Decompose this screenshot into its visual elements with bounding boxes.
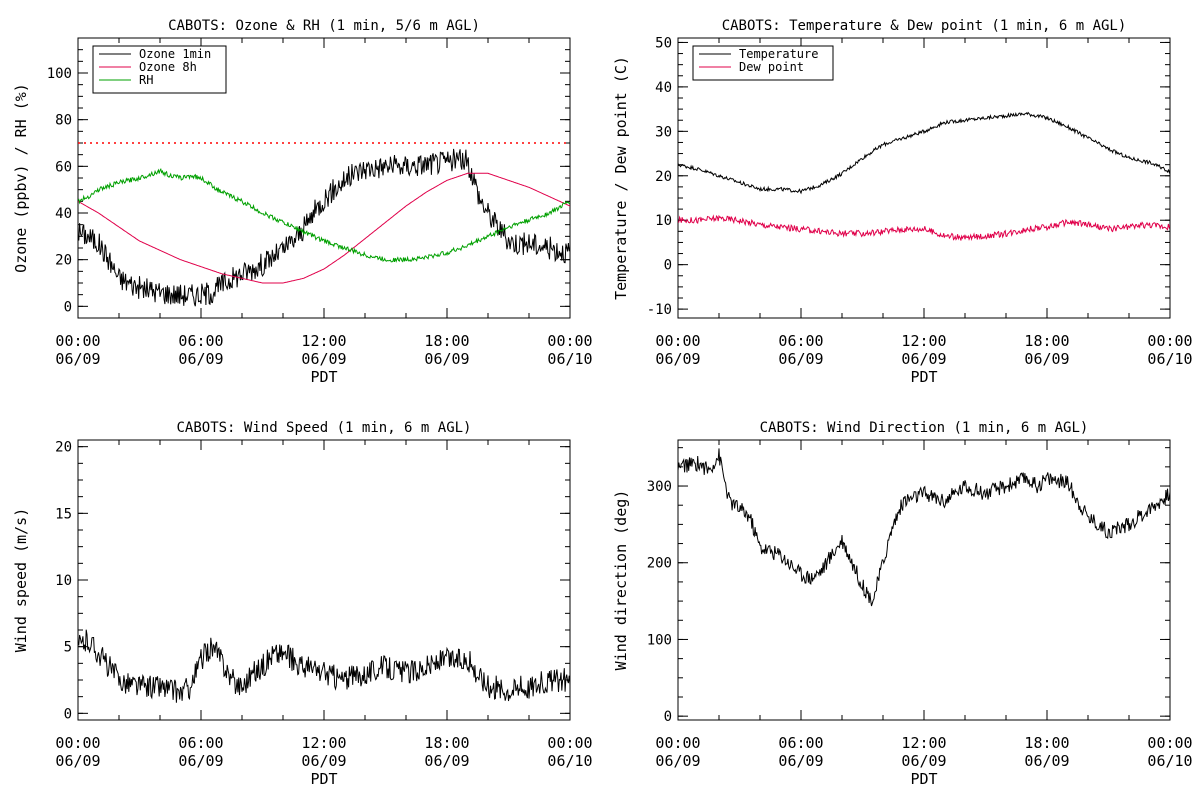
x-tick-label-time: 00:00: [1147, 734, 1192, 752]
x-tick-label-time: 06:00: [178, 332, 223, 350]
x-tick-label-date: 06/09: [901, 350, 946, 368]
x-tick-label-time: 12:00: [901, 332, 946, 350]
x-tick-label-time: 06:00: [778, 332, 823, 350]
y-tick-label: 20: [655, 169, 672, 185]
x-tick-label-time: 12:00: [301, 734, 346, 752]
x-tick-label-time: 06:00: [778, 734, 823, 752]
chart-panel-2: CABOTS: Temperature & Dew point (1 min, …: [612, 18, 1193, 386]
y-tick-label: 0: [664, 258, 672, 274]
y-axis-label: Wind direction (deg): [612, 490, 630, 671]
x-axis-label: PDT: [910, 368, 937, 386]
x-tick-label-date: 06/09: [178, 752, 223, 770]
y-tick-label: 10: [655, 213, 672, 229]
chart-title: CABOTS: Ozone & RH (1 min, 5/6 m AGL): [168, 18, 480, 34]
y-axis-label: Ozone (ppbv) / RH (%): [12, 83, 30, 273]
x-axis-label: PDT: [310, 770, 337, 788]
series-line-temperature: [678, 111, 1170, 195]
x-tick-label-date: 06/09: [1024, 350, 1069, 368]
series-line-rh: [78, 168, 570, 263]
plot-frame: [677, 439, 1171, 721]
chart-title: CABOTS: Temperature & Dew point (1 min, …: [722, 18, 1127, 34]
chart-title: CABOTS: Wind Direction (1 min, 6 m AGL): [760, 420, 1089, 436]
x-tick-label-time: 00:00: [55, 332, 100, 350]
chart-title: CABOTS: Wind Speed (1 min, 6 m AGL): [176, 420, 471, 436]
x-tick-label-date: 06/09: [655, 752, 700, 770]
x-tick-label-time: 00:00: [655, 332, 700, 350]
x-tick-label-time: 06:00: [178, 734, 223, 752]
y-tick-label: 20: [55, 440, 72, 456]
y-tick-label: -10: [647, 302, 672, 318]
legend-entry: RH: [139, 73, 153, 87]
x-tick-label-date: 06/09: [55, 350, 100, 368]
y-tick-label: 300: [647, 479, 672, 495]
x-tick-label-date: 06/09: [1024, 752, 1069, 770]
legend-entry: Temperature: [739, 47, 818, 61]
x-tick-label-time: 12:00: [301, 332, 346, 350]
y-tick-label: 50: [655, 35, 672, 51]
y-tick-label: 5: [64, 640, 72, 656]
y-axis-label: Wind speed (m/s): [12, 508, 30, 653]
y-tick-label: 0: [664, 709, 672, 725]
x-axis-label: PDT: [910, 770, 937, 788]
y-tick-label: 15: [55, 506, 72, 522]
x-tick-label-date: 06/10: [547, 752, 592, 770]
legend-entry: Ozone 1min: [139, 47, 211, 61]
x-tick-label-time: 00:00: [55, 734, 100, 752]
x-tick-label-time: 00:00: [547, 734, 592, 752]
x-tick-label-date: 06/10: [547, 350, 592, 368]
x-tick-label-date: 06/09: [178, 350, 223, 368]
series-line-data: [678, 448, 1170, 607]
x-tick-label-time: 18:00: [1024, 332, 1069, 350]
series-line-dew-point: [678, 214, 1170, 242]
y-axis-label: Temperature / Dew point (C): [612, 56, 630, 300]
y-tick-label: 80: [55, 113, 72, 129]
y-tick-label: 20: [55, 253, 72, 269]
chart-panel-4: CABOTS: Wind Direction (1 min, 6 m AGL) 0…: [612, 420, 1193, 788]
x-tick-label-date: 06/09: [301, 752, 346, 770]
x-tick-label-date: 06/09: [55, 752, 100, 770]
x-tick-label-date: 06/09: [424, 350, 469, 368]
series-line-ozone-8h: [78, 172, 570, 284]
series-line-data: [78, 629, 570, 703]
x-tick-label-date: 06/09: [301, 350, 346, 368]
x-tick-label-time: 00:00: [655, 734, 700, 752]
chart-panel-3: CABOTS: Wind Speed (1 min, 6 m AGL) 0 5 10 1…: [12, 420, 593, 788]
legend-box: [692, 45, 834, 81]
legend-entry: Ozone 8h: [139, 60, 197, 74]
y-tick-label: 0: [64, 299, 72, 315]
x-tick-label-date: 06/10: [1147, 350, 1192, 368]
series-line-ozone-1min: [78, 148, 570, 307]
x-tick-label-time: 18:00: [1024, 734, 1069, 752]
x-tick-label-time: 00:00: [1147, 332, 1192, 350]
x-tick-label-date: 06/09: [655, 350, 700, 368]
x-tick-label-date: 06/09: [778, 752, 823, 770]
y-tick-label: 200: [647, 556, 672, 572]
chart-panel-1: CABOTS: Ozone & RH (1 min, 5/6 m AGL) 0 20…: [12, 18, 593, 386]
y-tick-label: 10: [55, 573, 72, 589]
y-tick-label: 0: [64, 706, 72, 722]
legend-entry: Dew point: [739, 60, 804, 74]
y-tick-label: 100: [647, 632, 672, 648]
x-tick-label-date: 06/09: [778, 350, 823, 368]
y-tick-label: 40: [655, 80, 672, 96]
x-tick-label-time: 12:00: [901, 734, 946, 752]
y-tick-label: 30: [655, 124, 672, 140]
y-tick-label: 60: [55, 159, 72, 175]
x-axis-label: PDT: [310, 368, 337, 386]
x-tick-label-date: 06/09: [901, 752, 946, 770]
x-tick-label-time: 18:00: [424, 332, 469, 350]
y-tick-label: 100: [47, 66, 72, 82]
x-tick-label-time: 18:00: [424, 734, 469, 752]
y-tick-label: 40: [55, 206, 72, 222]
x-tick-label-time: 00:00: [547, 332, 592, 350]
x-tick-label-date: 06/09: [424, 752, 469, 770]
x-tick-label-date: 06/10: [1147, 752, 1192, 770]
